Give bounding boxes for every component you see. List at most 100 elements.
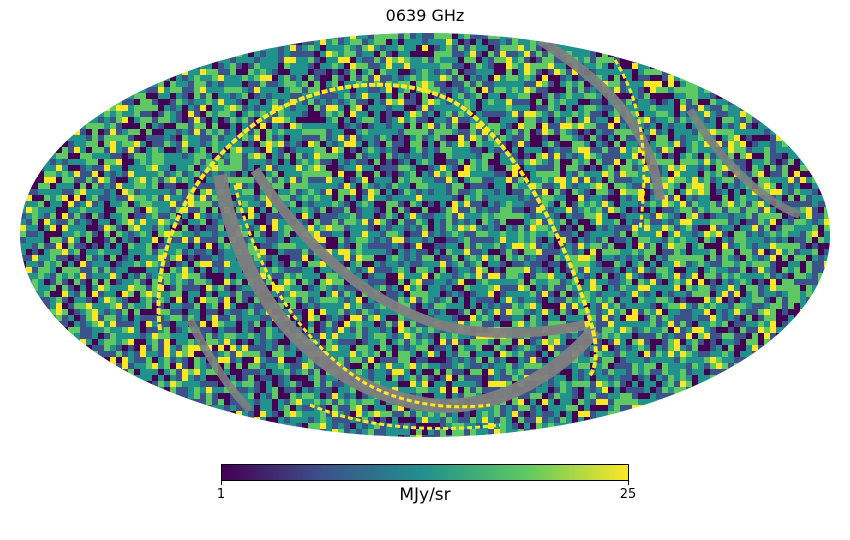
map-pixel: [350, 33, 357, 40]
map-pixel: [446, 237, 453, 244]
map-pixel: [506, 225, 513, 232]
map-pixel: [566, 195, 573, 202]
map-pixel: [398, 141, 405, 148]
map-pixel: [620, 249, 627, 256]
map-pixel: [350, 243, 357, 250]
map-pixel: [368, 225, 375, 232]
map-pixel: [320, 135, 327, 142]
map-pixel: [560, 171, 567, 178]
map-pixel: [212, 231, 219, 238]
map-pixel: [704, 273, 711, 280]
map-pixel: [188, 105, 195, 112]
map-pixel: [626, 57, 633, 64]
map-pixel: [452, 171, 459, 178]
map-pixel: [344, 285, 351, 292]
map-pixel: [38, 189, 45, 196]
map-pixel: [44, 261, 51, 268]
map-pixel: [158, 135, 165, 142]
map-pixel: [470, 57, 477, 64]
map-pixel: [380, 51, 387, 58]
map-pixel: [272, 213, 279, 220]
map-pixel: [770, 165, 777, 172]
map-pixel: [374, 261, 381, 268]
map-pixel: [506, 201, 513, 208]
map-pixel: [764, 255, 771, 262]
map-pixel: [74, 129, 81, 136]
map-pixel: [578, 255, 585, 262]
map-pixel: [566, 291, 573, 298]
map-pixel: [506, 213, 513, 220]
map-pixel: [374, 117, 381, 124]
map-pixel: [518, 195, 525, 202]
map-pixel: [446, 147, 453, 154]
map-pixel: [416, 195, 423, 202]
map-pixel: [416, 63, 423, 70]
map-pixel: [248, 201, 255, 208]
map-pixel: [578, 51, 585, 58]
map-pixel: [656, 213, 663, 220]
map-pixel: [422, 279, 429, 286]
map-pixel: [470, 207, 477, 214]
map-pixel: [110, 165, 117, 172]
map-pixel: [656, 291, 663, 298]
map-pixel: [506, 249, 513, 256]
map-pixel: [746, 207, 753, 214]
map-pixel: [134, 105, 141, 112]
map-pixel: [734, 147, 741, 154]
map-pixel: [62, 291, 69, 298]
map-pixel: [374, 45, 381, 52]
map-pixel: [602, 123, 609, 130]
map-pixel: [386, 51, 393, 58]
map-pixel: [290, 69, 297, 76]
map-pixel: [392, 123, 399, 130]
map-pixel: [188, 285, 195, 292]
map-pixel: [116, 285, 123, 292]
map-pixel: [794, 255, 801, 262]
map-pixel: [128, 255, 135, 262]
map-pixel: [200, 111, 207, 118]
map-pixel: [308, 111, 315, 118]
map-pixel: [632, 159, 639, 166]
map-pixel: [716, 207, 723, 214]
map-pixel: [488, 129, 495, 136]
map-pixel: [698, 213, 705, 220]
map-pixel: [242, 225, 249, 232]
map-pixel: [470, 225, 477, 232]
map-pixel: [344, 183, 351, 190]
map-pixel: [350, 189, 357, 196]
map-pixel: [32, 261, 39, 268]
map-pixel: [296, 81, 303, 88]
map-pixel: [788, 201, 795, 208]
map-pixel: [440, 291, 447, 298]
map-pixel: [224, 291, 231, 298]
map-pixel: [728, 171, 735, 178]
map-pixel: [44, 237, 51, 244]
map-pixel: [470, 117, 477, 124]
map-pixel: [344, 51, 351, 58]
map-pixel: [752, 279, 759, 286]
map-pixel: [170, 249, 177, 256]
map-pixel: [26, 183, 33, 190]
map-pixel: [536, 165, 543, 172]
map-pixel: [200, 291, 207, 298]
map-pixel: [446, 189, 453, 196]
map-pixel: [452, 33, 459, 40]
map-pixel: [398, 189, 405, 196]
map-pixel: [584, 87, 591, 94]
map-pixel: [500, 129, 507, 136]
map-pixel: [320, 117, 327, 124]
map-pixel: [752, 243, 759, 250]
map-pixel: [320, 159, 327, 166]
map-pixel: [812, 285, 819, 292]
map-pixel: [548, 261, 555, 268]
map-pixel: [386, 117, 393, 124]
map-pixel: [752, 147, 759, 154]
map-pixel: [404, 63, 411, 70]
map-pixel: [386, 177, 393, 184]
map-pixel: [146, 273, 153, 280]
map-pixel: [482, 249, 489, 256]
map-pixel: [482, 123, 489, 130]
map-pixel: [164, 123, 171, 130]
map-pixel: [212, 189, 219, 196]
map-pixel: [98, 285, 105, 292]
